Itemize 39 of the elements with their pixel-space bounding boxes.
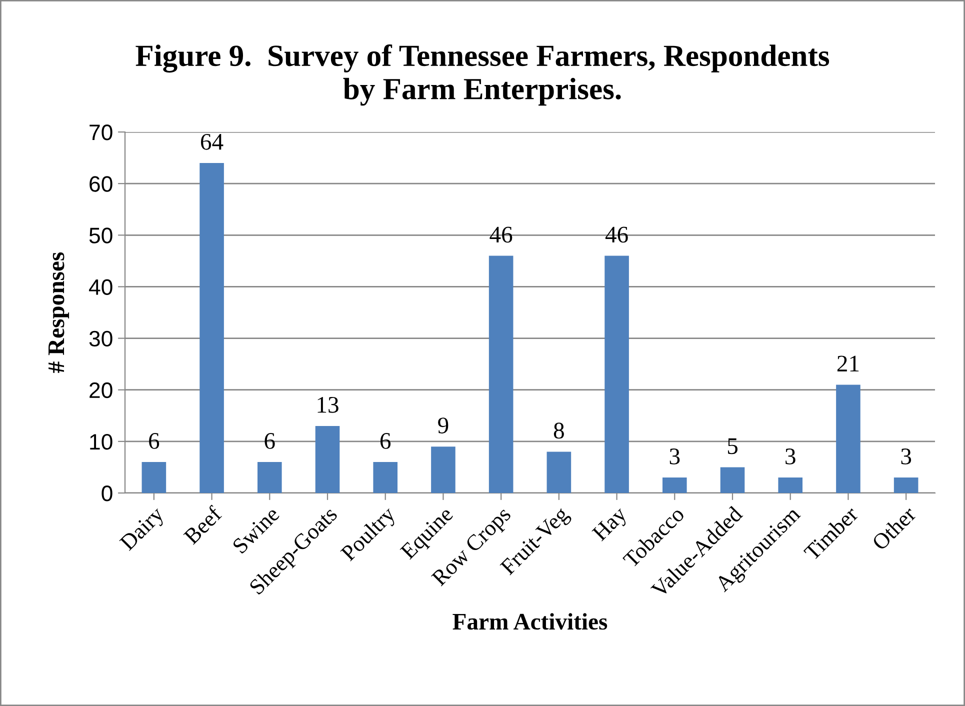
data-label: 3: [670, 448, 680, 464]
data-label: 64: [200, 134, 224, 150]
bar: [778, 478, 803, 493]
data-label: 6: [264, 433, 275, 449]
data-label: 46: [605, 226, 628, 243]
y-tick-label: 20: [90, 382, 112, 398]
data-label: 6: [149, 433, 160, 449]
chart-title: Figure 9. Survey of Tennessee Farmers, Respondents by Farm Enterprises.: [136, 44, 830, 106]
x-axis-title: Farm Activities: [452, 613, 608, 630]
data-label: 3: [901, 448, 912, 464]
data-label: 3: [786, 448, 796, 464]
y-axis-title: # Responses: [48, 252, 70, 373]
y-tick-label: 10: [90, 434, 112, 450]
bar: [488, 256, 514, 493]
data-label: 21: [837, 356, 859, 372]
y-tick-label: 60: [90, 176, 112, 192]
data-label: 13: [318, 396, 338, 413]
y-tick-label: 50: [89, 228, 112, 244]
bar: [200, 162, 224, 493]
data-label: 6: [380, 433, 391, 449]
bar: [257, 462, 282, 493]
y-tick-label: 40: [88, 279, 112, 295]
y-tick-label: 0: [102, 486, 112, 502]
data-label: 5: [728, 438, 738, 454]
data-label: 46: [490, 226, 512, 243]
data-label: 9: [438, 418, 448, 434]
bar: [894, 478, 918, 493]
bar: [662, 478, 687, 493]
bar: [431, 446, 456, 493]
bar: [373, 462, 398, 493]
bar: [315, 426, 340, 493]
y-tick-label: 30: [89, 330, 112, 347]
y-tick-label: 70: [90, 124, 112, 140]
bar: [836, 384, 860, 493]
bar: [546, 452, 572, 493]
bar: [604, 256, 629, 493]
bar: [720, 467, 745, 493]
data-label: 8: [554, 422, 564, 439]
bar: [142, 462, 166, 493]
